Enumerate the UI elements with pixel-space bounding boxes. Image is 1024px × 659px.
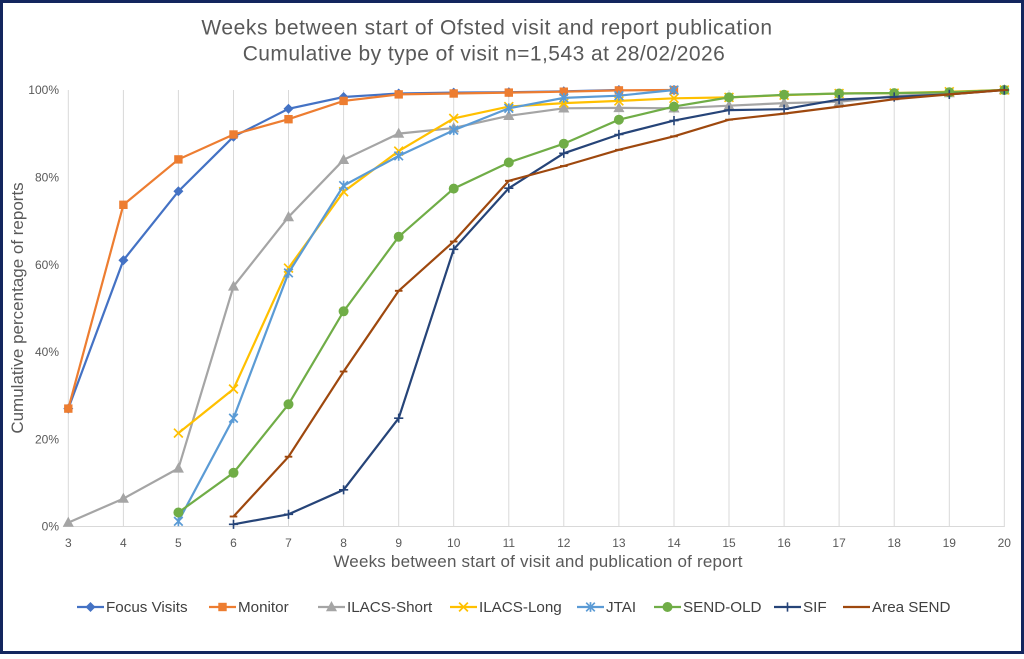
svg-text:60%: 60%: [35, 258, 59, 272]
svg-text:Monitor: Monitor: [238, 599, 289, 616]
svg-text:4: 4: [120, 536, 127, 550]
svg-text:13: 13: [612, 536, 626, 550]
svg-text:80%: 80%: [35, 171, 59, 185]
svg-text:6: 6: [230, 536, 237, 550]
svg-text:19: 19: [943, 536, 957, 550]
svg-text:Weeks between start of Ofsted: Weeks between start of Ofsted visit and …: [201, 17, 772, 40]
svg-text:9: 9: [395, 536, 402, 550]
svg-text:Focus Visits: Focus Visits: [106, 599, 188, 616]
svg-text:17: 17: [832, 536, 846, 550]
svg-text:15: 15: [722, 536, 736, 550]
svg-text:Area SEND: Area SEND: [872, 599, 951, 616]
svg-text:5: 5: [175, 536, 182, 550]
svg-text:3: 3: [65, 536, 72, 550]
svg-text:ILACS-Long: ILACS-Long: [479, 599, 562, 616]
svg-text:40%: 40%: [35, 345, 59, 359]
svg-text:0%: 0%: [42, 520, 60, 534]
svg-text:11: 11: [503, 536, 516, 550]
svg-text:18: 18: [888, 536, 902, 550]
svg-text:ILACS-Short: ILACS-Short: [347, 599, 433, 616]
svg-text:JTAI: JTAI: [606, 599, 636, 616]
svg-text:Cumulative percentage of repor: Cumulative percentage of reports: [8, 182, 27, 433]
svg-text:14: 14: [667, 536, 681, 550]
svg-text:100%: 100%: [28, 83, 59, 97]
svg-text:10: 10: [447, 536, 461, 550]
svg-text:SEND-OLD: SEND-OLD: [683, 599, 762, 616]
svg-text:Weeks between start of visit a: Weeks between start of visit and publica…: [333, 552, 742, 571]
svg-text:7: 7: [285, 536, 292, 550]
svg-text:Cumulative by type of visit n=: Cumulative by type of visit n=1,543 at 2…: [243, 42, 726, 65]
svg-text:8: 8: [340, 536, 347, 550]
svg-text:SIF: SIF: [803, 599, 827, 616]
svg-text:20%: 20%: [35, 432, 59, 446]
svg-text:20: 20: [998, 536, 1012, 550]
svg-text:12: 12: [557, 536, 571, 550]
svg-text:16: 16: [777, 536, 791, 550]
